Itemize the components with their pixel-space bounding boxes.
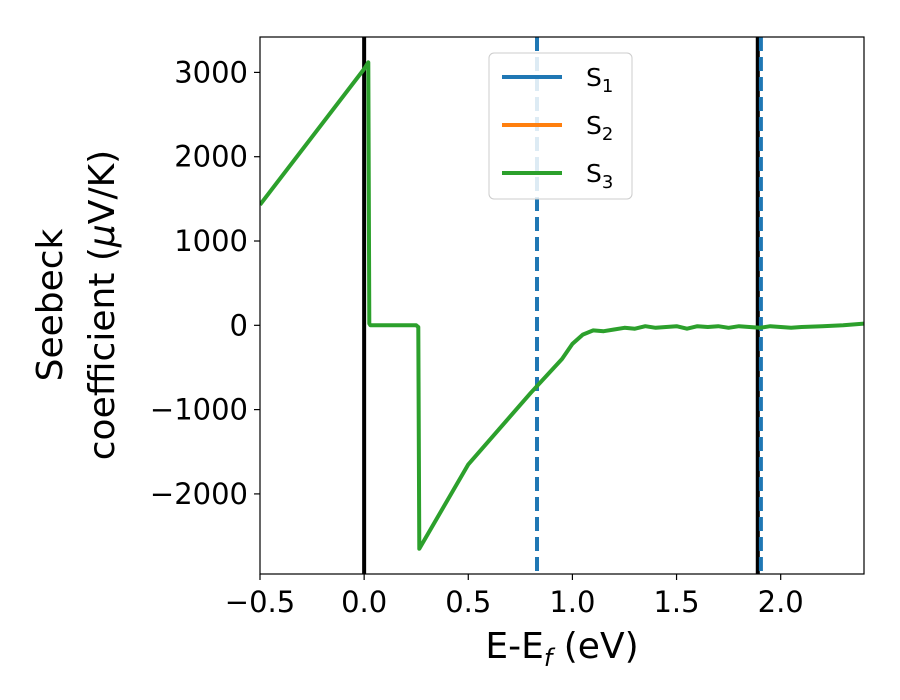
x-axis-ticks: −0.5 0.0 0.5 1.0 1.5 2.0 [225, 574, 804, 619]
y-axis-label: Seebeck coefficient (μV/K) [30, 150, 123, 460]
x-tick-label: −0.5 [225, 585, 295, 619]
x-tick-label: 1.0 [549, 585, 595, 619]
y-axis-ticks: 3000 2000 1000 0 −1000 −2000 [150, 55, 260, 511]
y-tick-label: 2000 [174, 140, 248, 174]
legend: S1 S2 S3 [488, 52, 633, 200]
y-tick-label: 3000 [174, 55, 248, 89]
y-axis-label-line2: coefficient (μV/K) [82, 150, 123, 460]
y-tick-label: −1000 [150, 393, 248, 427]
x-tick-label: 1.5 [653, 585, 699, 619]
x-tick-label: 0.0 [341, 585, 387, 619]
legend-label-S1: S1 [586, 63, 613, 97]
x-axis-label: E-Ef (eV) [485, 626, 638, 672]
x-tick-label: 2.0 [758, 585, 804, 619]
plot-frame [259, 36, 865, 575]
y-tick-label: 0 [230, 308, 248, 342]
legend-label-S2: S2 [586, 111, 613, 145]
legend-label-S3: S3 [586, 159, 613, 193]
y-tick-label: 1000 [174, 224, 248, 258]
series-line-S3 [260, 60, 864, 551]
series-lines [260, 60, 864, 551]
y-axis-label-line1: Seebeck [30, 228, 71, 381]
x-tick-label: 0.5 [445, 585, 491, 619]
y-tick-label: −2000 [150, 477, 248, 511]
